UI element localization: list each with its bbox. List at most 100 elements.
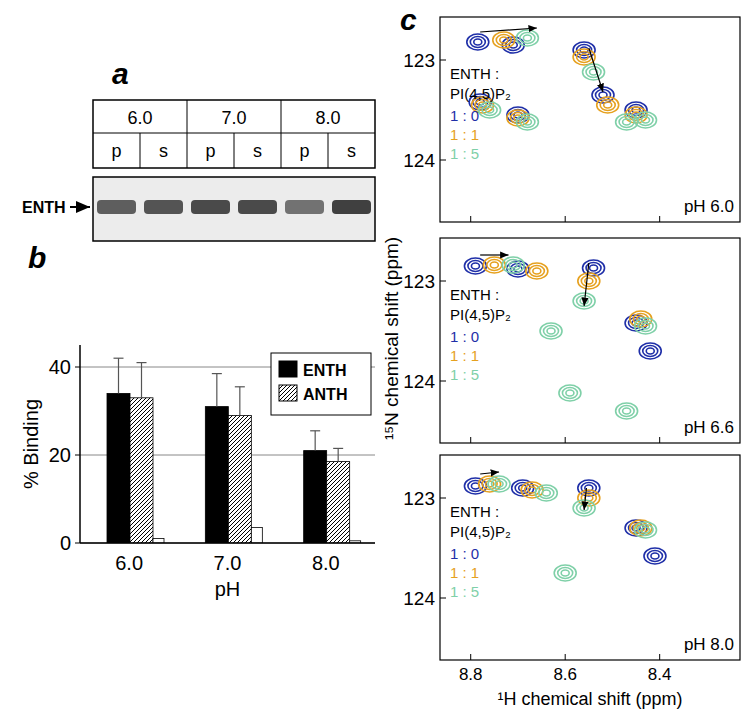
fraction-header: s xyxy=(347,141,356,161)
y-tick xyxy=(75,367,80,368)
contour xyxy=(542,490,550,496)
contour xyxy=(490,262,498,268)
contour xyxy=(642,117,650,123)
bar xyxy=(251,528,262,543)
contour xyxy=(619,117,634,128)
peak xyxy=(644,548,666,564)
gel xyxy=(93,177,375,241)
contour xyxy=(520,33,535,44)
x-tick xyxy=(565,654,566,660)
legend-label: ANTH xyxy=(303,386,347,403)
contour xyxy=(562,388,577,399)
y-axis-title: % Binding xyxy=(20,399,42,489)
spectrum xyxy=(464,255,661,419)
contour xyxy=(529,266,544,277)
y-tick-label: 124 xyxy=(403,371,435,392)
error-bar xyxy=(212,374,222,407)
peak xyxy=(616,403,638,419)
contour xyxy=(487,260,502,271)
contour xyxy=(486,107,494,113)
legend-label: 1 : 5 xyxy=(450,583,479,600)
contour xyxy=(600,100,615,111)
peak xyxy=(535,485,557,501)
contour xyxy=(516,114,538,130)
contour xyxy=(561,570,569,576)
contour xyxy=(566,390,574,396)
shift-arrow xyxy=(480,28,537,32)
contour xyxy=(500,37,508,43)
fraction-header: s xyxy=(253,141,262,161)
x-tick-label: 6.0 xyxy=(115,552,143,574)
legend-label: 1 : 1 xyxy=(450,347,479,364)
contour xyxy=(520,117,535,128)
contour xyxy=(471,263,479,269)
shift-arrow xyxy=(480,472,499,474)
peak xyxy=(554,565,576,581)
spectrum-frame xyxy=(440,238,740,443)
contour xyxy=(526,263,548,279)
contour xyxy=(643,346,658,357)
shift-arrow xyxy=(589,48,603,92)
contour xyxy=(646,348,654,354)
contour xyxy=(470,37,485,48)
y-tick-label: 123 xyxy=(403,50,435,71)
bars xyxy=(107,358,361,543)
legend-title: PI(4,5)P₂ xyxy=(450,523,511,540)
contour xyxy=(493,32,515,48)
gel-band xyxy=(238,200,277,214)
error-bar xyxy=(310,431,320,451)
legend-box xyxy=(271,353,371,415)
x-tick xyxy=(470,437,471,443)
contour xyxy=(467,34,489,50)
y-tick xyxy=(440,160,446,161)
peak xyxy=(635,112,657,128)
contour xyxy=(509,262,517,268)
panel-label: a xyxy=(112,57,129,90)
y-tick-label: 40 xyxy=(49,356,71,378)
legend-label: 1 : 1 xyxy=(450,126,479,143)
legend-swatch xyxy=(279,385,297,401)
contour xyxy=(468,481,483,492)
table-rule xyxy=(328,133,329,168)
x-tick-label: 8.4 xyxy=(648,665,672,684)
peak xyxy=(526,263,548,279)
x-tick xyxy=(565,216,566,222)
contour xyxy=(638,321,653,332)
contour xyxy=(597,97,619,113)
table-rule xyxy=(187,100,188,168)
bar xyxy=(130,398,153,543)
fraction-header: p xyxy=(299,141,309,161)
y-tick xyxy=(75,455,80,456)
table-rule xyxy=(140,133,141,168)
error-bar xyxy=(333,448,343,461)
shift-arrow xyxy=(584,263,589,306)
x-tick xyxy=(659,654,660,660)
spectrum-frame xyxy=(440,17,740,222)
contour xyxy=(488,476,510,492)
error-line xyxy=(338,448,339,461)
y-tick-label: 124 xyxy=(403,588,435,609)
contour xyxy=(506,260,521,271)
x-tick-label: 8.6 xyxy=(553,665,577,684)
peak xyxy=(493,32,515,48)
error-line xyxy=(239,387,240,416)
error-bar xyxy=(114,358,124,393)
contour xyxy=(559,385,581,401)
contour xyxy=(474,39,482,45)
x-tick-label: 8.0 xyxy=(312,552,340,574)
contour xyxy=(619,406,634,417)
contour xyxy=(578,273,600,289)
contour xyxy=(482,105,497,116)
contour xyxy=(544,326,559,337)
ph-label: pH 6.0 xyxy=(684,197,734,216)
error-line xyxy=(141,363,142,398)
ph-header: 7.0 xyxy=(221,108,246,128)
legend-label: 1 : 5 xyxy=(450,145,479,162)
contour xyxy=(578,480,600,496)
table-rule xyxy=(281,100,282,168)
contour xyxy=(468,261,483,272)
contour xyxy=(547,328,555,334)
y-tick xyxy=(440,598,446,599)
y-tick xyxy=(75,543,80,544)
peak xyxy=(516,30,538,46)
